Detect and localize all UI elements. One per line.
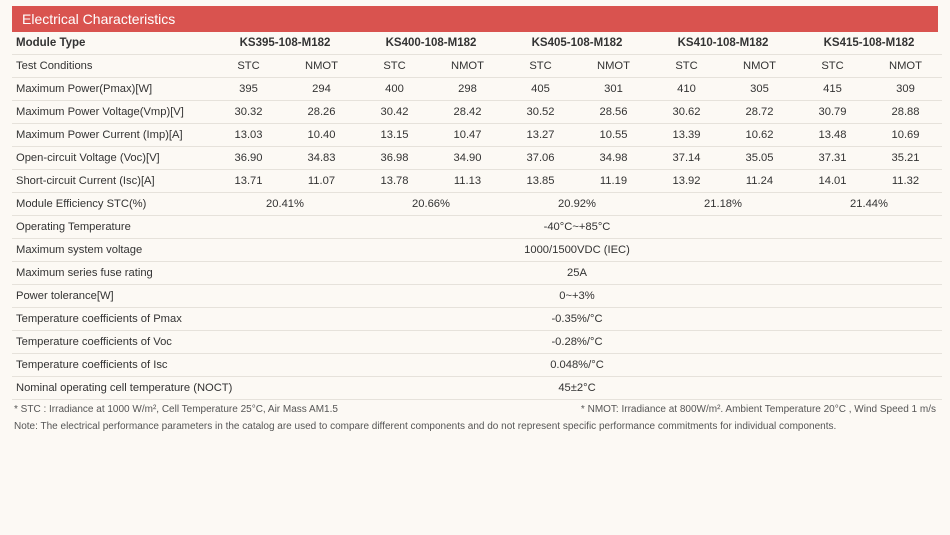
label-vmp: Maximum Power Voltage(Vmp)[V] [12, 101, 212, 124]
label-max-sys-v: Maximum system voltage [12, 239, 212, 262]
footnote-stc: * STC : Irradiance at 1000 W/m², Cell Te… [14, 404, 338, 415]
spec-table: Module Type KS395-108-M182 KS400-108-M18… [12, 32, 942, 400]
value-tc-pmax: -0.35%/°C [212, 308, 942, 331]
label-tc-isc: Temperature coefficients of Isc [12, 354, 212, 377]
module-name-1: KS400-108-M182 [358, 32, 504, 55]
row-noct: Nominal operating cell temperature (NOCT… [12, 377, 942, 400]
label-voc: Open-circuit Voltage (Voc)[V] [12, 147, 212, 170]
row-voc: Open-circuit Voltage (Voc)[V] 36.9034.83… [12, 147, 942, 170]
value-tol: 0~+3% [212, 285, 942, 308]
module-name-2: KS405-108-M182 [504, 32, 650, 55]
row-max-sys-v: Maximum system voltage 1000/1500VDC (IEC… [12, 239, 942, 262]
value-tc-voc: -0.28%/°C [212, 331, 942, 354]
footnote-nmot: * NMOT: Irradiance at 800W/m². Ambient T… [581, 404, 936, 415]
label-tol: Power tolerance[W] [12, 285, 212, 308]
note-text: Note: The electrical performance paramet… [12, 417, 938, 436]
label-op-temp: Operating Temperature [12, 216, 212, 239]
row-module-type: Module Type KS395-108-M182 KS400-108-M18… [12, 32, 942, 55]
row-tc-isc: Temperature coefficients of Isc 0.048%/°… [12, 354, 942, 377]
cond-nmot: NMOT [285, 55, 358, 78]
label-max-fuse: Maximum series fuse rating [12, 262, 212, 285]
label-tc-voc: Temperature coefficients of Voc [12, 331, 212, 354]
label-tc-pmax: Temperature coefficients of Pmax [12, 308, 212, 331]
label-module-type: Module Type [12, 32, 212, 55]
row-pmax: Maximum Power(Pmax)[W] 395294 400298 405… [12, 78, 942, 101]
row-vmp: Maximum Power Voltage(Vmp)[V] 30.3228.26… [12, 101, 942, 124]
row-isc: Short-circuit Current (Isc)[A] 13.7111.0… [12, 170, 942, 193]
row-tc-pmax: Temperature coefficients of Pmax -0.35%/… [12, 308, 942, 331]
value-op-temp: -40°C~+85°C [212, 216, 942, 239]
value-tc-isc: 0.048%/°C [212, 354, 942, 377]
label-imp: Maximum Power Current (Imp)[A] [12, 124, 212, 147]
value-noct: 45±2°C [212, 377, 942, 400]
label-pmax: Maximum Power(Pmax)[W] [12, 78, 212, 101]
section-header: Electrical Characteristics [12, 6, 938, 32]
label-isc: Short-circuit Current (Isc)[A] [12, 170, 212, 193]
label-noct: Nominal operating cell temperature (NOCT… [12, 377, 212, 400]
row-op-temp: Operating Temperature -40°C~+85°C [12, 216, 942, 239]
row-max-fuse: Maximum series fuse rating 25A [12, 262, 942, 285]
row-imp: Maximum Power Current (Imp)[A] 13.0310.4… [12, 124, 942, 147]
row-tol: Power tolerance[W] 0~+3% [12, 285, 942, 308]
value-max-sys-v: 1000/1500VDC (IEC) [212, 239, 942, 262]
row-conditions: Test Conditions STCNMOT STCNMOT STCNMOT … [12, 55, 942, 78]
label-conditions: Test Conditions [12, 55, 212, 78]
label-eff: Module Efficiency STC(%) [12, 193, 212, 216]
module-name-0: KS395-108-M182 [212, 32, 358, 55]
module-name-3: KS410-108-M182 [650, 32, 796, 55]
row-tc-voc: Temperature coefficients of Voc -0.28%/°… [12, 331, 942, 354]
module-name-4: KS415-108-M182 [796, 32, 942, 55]
value-max-fuse: 25A [212, 262, 942, 285]
cond-stc: STC [212, 55, 285, 78]
row-eff: Module Efficiency STC(%) 20.41% 20.66% 2… [12, 193, 942, 216]
